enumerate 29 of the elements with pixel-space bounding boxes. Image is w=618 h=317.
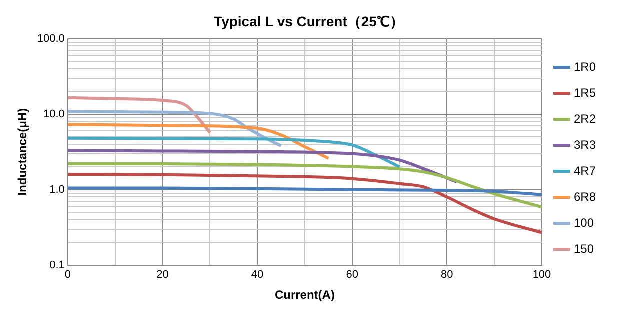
- legend-label: 1R0: [574, 60, 596, 74]
- x-tick-label: 80: [441, 269, 454, 282]
- x-axis-title: Current(A): [274, 288, 335, 302]
- y-tick-label: 10.0: [44, 108, 65, 120]
- x-tick-label: 0: [64, 269, 71, 282]
- x-tick-label: 40: [251, 269, 264, 282]
- line-series: [68, 186, 542, 196]
- legend-label: 2R2: [574, 112, 596, 126]
- legend-label: 150: [574, 242, 594, 256]
- line-series: [68, 162, 542, 209]
- x-tick-label: 100: [532, 269, 552, 282]
- x-tick-label: 60: [346, 269, 358, 282]
- y-tick-label: 1.0: [50, 184, 65, 196]
- chart-title: Typical L vs Current（25℃）: [214, 13, 404, 30]
- line-series: [68, 136, 402, 169]
- legend-label: 100: [574, 216, 594, 230]
- legend-label: 3R3: [574, 138, 596, 152]
- legend-label: 1R5: [574, 86, 596, 100]
- y-tick-label: 0.1: [50, 259, 65, 272]
- x-tick-label: 20: [156, 269, 169, 282]
- line-series: [68, 172, 542, 234]
- line-series: [68, 96, 212, 134]
- line-series: [68, 110, 283, 148]
- y-axis-title: Inductance(μH): [16, 108, 30, 196]
- legend-label: 4R7: [574, 164, 596, 178]
- line-series: [68, 149, 458, 184]
- legend-label: 6R8: [574, 190, 596, 204]
- line-series: [68, 123, 330, 160]
- y-tick-label: 100.0: [37, 32, 65, 45]
